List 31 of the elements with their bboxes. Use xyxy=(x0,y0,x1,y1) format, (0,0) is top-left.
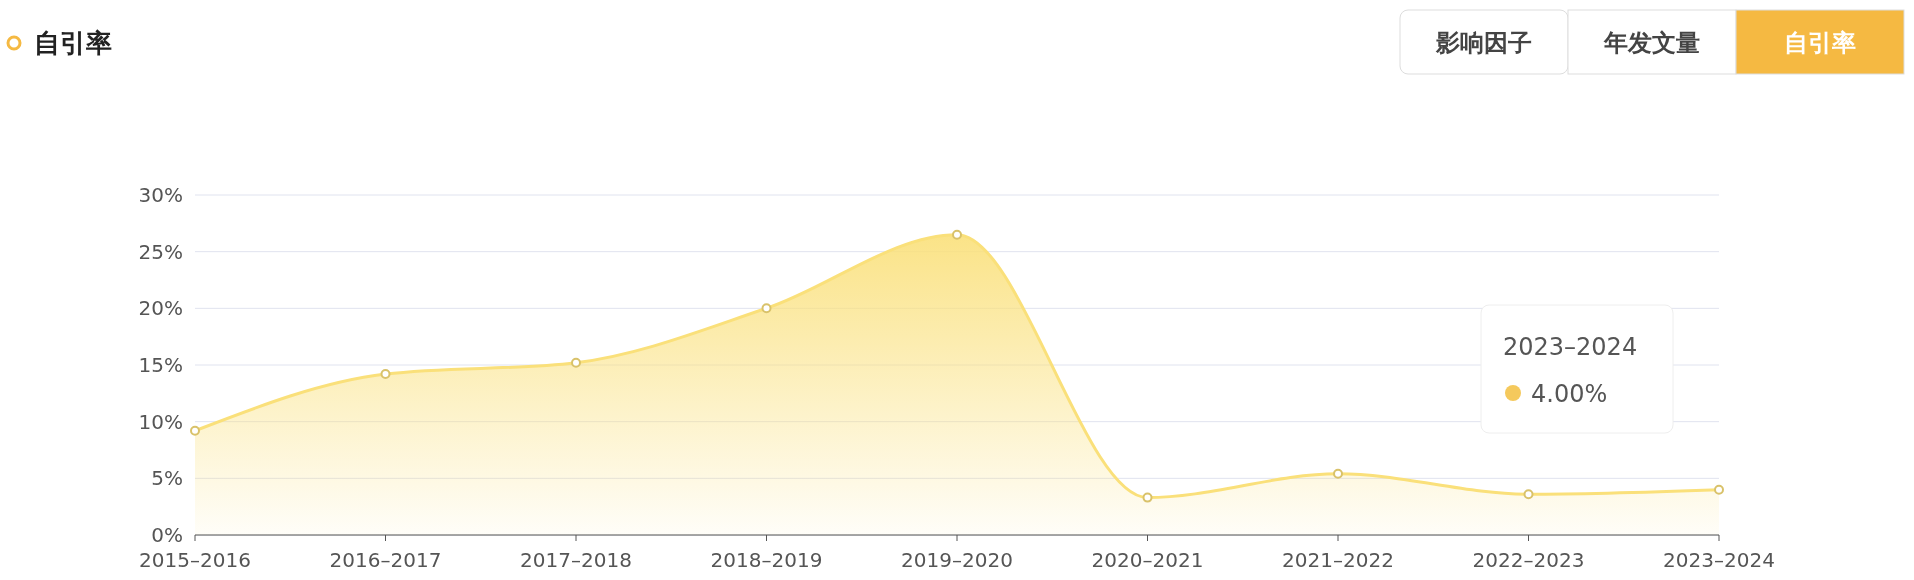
point xyxy=(952,229,962,240)
point xyxy=(1333,468,1343,479)
chart-title: 自引率 xyxy=(34,28,112,58)
annotation: 4.00% xyxy=(1531,380,1608,408)
y-tick-label: 30% xyxy=(138,183,183,207)
y-tick-label: 0% xyxy=(151,523,183,547)
text: 年发文量 xyxy=(1603,29,1700,57)
x-tick-label: 2016–2017 xyxy=(329,548,442,572)
y-tick-label: 20% xyxy=(138,296,183,321)
x-tick-label: 2017–2018 xyxy=(520,548,632,572)
x-tick-label: 2019–2020 xyxy=(901,548,1013,572)
x-tick-label: 2023–2024 xyxy=(1663,548,1775,572)
x-tick-label: 2022–2023 xyxy=(1472,548,1585,572)
y-tick-label: 25% xyxy=(138,239,183,264)
point xyxy=(761,303,772,314)
text: 自引率 xyxy=(1784,29,1856,57)
y-tick-label: 15% xyxy=(138,353,183,377)
point xyxy=(1142,492,1153,503)
point xyxy=(380,369,391,380)
point xyxy=(571,357,581,368)
x-tick-label: 2021–2022 xyxy=(1282,548,1394,572)
x-tick-label: 2018–2019 xyxy=(710,548,823,572)
y-tick-label: 5% xyxy=(151,466,183,491)
x-tick-label: 2015–2016 xyxy=(139,548,251,572)
annotation: 2023–2024 xyxy=(1503,333,1638,361)
x-tick-label: 2020–2021 xyxy=(1091,548,1204,572)
point xyxy=(190,425,200,436)
point xyxy=(1714,484,1724,495)
y-tick-label: 10% xyxy=(138,409,183,434)
text: 影响因子 xyxy=(1435,29,1532,57)
point xyxy=(1523,489,1534,500)
